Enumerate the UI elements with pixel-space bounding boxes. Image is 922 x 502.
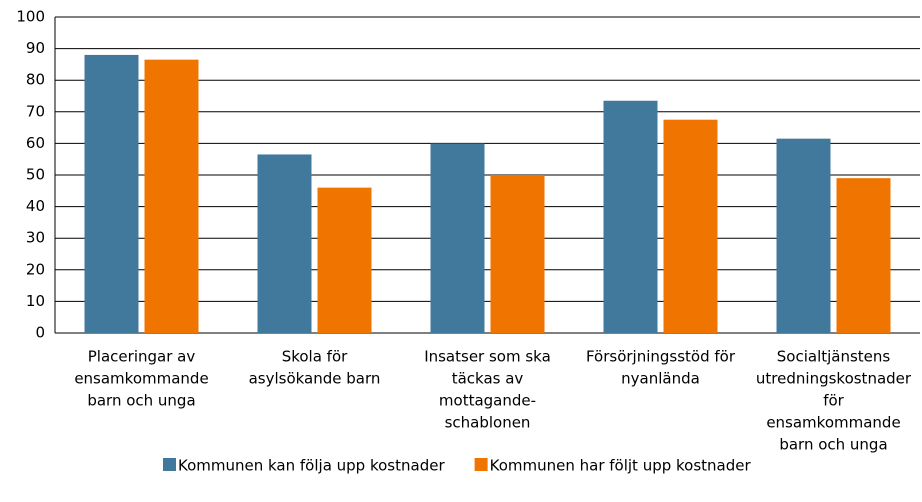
y-tick-label: 50 bbox=[26, 166, 45, 184]
x-tick-label: nyanlända bbox=[621, 370, 700, 388]
legend-swatch bbox=[163, 458, 176, 471]
bar bbox=[84, 54, 139, 334]
y-tick-label: 20 bbox=[26, 260, 45, 278]
legend-label: Kommunen kan följa upp kostnader bbox=[178, 457, 445, 475]
y-tick-label: 70 bbox=[26, 102, 45, 120]
y-tick-label: 0 bbox=[35, 324, 45, 342]
x-tick-label: mottagande- bbox=[439, 392, 536, 410]
bar bbox=[663, 119, 718, 333]
bar bbox=[603, 100, 658, 334]
x-tick-label: Insatser som ska bbox=[424, 348, 551, 366]
x-tick-label: Försörjningsstöd för bbox=[586, 348, 736, 366]
y-tick-label: 80 bbox=[26, 71, 45, 89]
bar bbox=[144, 59, 199, 333]
x-tick-label: Socialtjänstens bbox=[777, 348, 891, 366]
x-tick-label: asylsökande barn bbox=[249, 370, 381, 388]
x-tick-label: ensamkommande bbox=[74, 370, 208, 388]
y-tick-label: 90 bbox=[26, 39, 45, 57]
y-tick-label: 60 bbox=[26, 134, 45, 152]
bar bbox=[430, 143, 485, 333]
y-tick-label: 100 bbox=[16, 8, 45, 26]
x-tick-label: täckas av bbox=[452, 370, 524, 388]
x-tick-label: barn och unga bbox=[87, 392, 195, 410]
x-tick-label: för bbox=[823, 392, 844, 410]
x-tick-label: ensamkommande bbox=[766, 414, 900, 432]
x-tick-label: utredningskostnader bbox=[756, 370, 912, 388]
legend-label: Kommunen har följt upp kostnader bbox=[490, 457, 752, 475]
bar bbox=[490, 175, 545, 333]
x-tick-label: Placeringar av bbox=[88, 348, 196, 366]
x-tick-label: schablonen bbox=[445, 414, 531, 432]
legend-swatch bbox=[474, 458, 488, 471]
bar bbox=[776, 138, 831, 333]
y-tick-label: 30 bbox=[26, 229, 45, 247]
bar bbox=[317, 187, 372, 333]
bar bbox=[257, 154, 312, 333]
x-tick-label: Skola för bbox=[282, 348, 348, 366]
x-tick-label: barn och unga bbox=[779, 436, 887, 454]
bar bbox=[836, 178, 891, 333]
y-tick-label: 40 bbox=[26, 197, 45, 215]
y-tick-label: 10 bbox=[26, 292, 45, 310]
